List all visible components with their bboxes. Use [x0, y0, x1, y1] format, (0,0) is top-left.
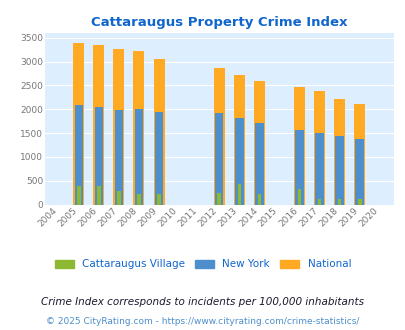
Bar [353, 104, 365, 205]
Bar [313, 91, 324, 205]
Bar [113, 49, 124, 205]
Bar [317, 199, 321, 205]
Bar [237, 183, 241, 205]
Legend: Cattaraugus Village, New York, National: Cattaraugus Village, New York, National [51, 255, 354, 274]
Bar [157, 194, 160, 205]
Title: Cattaraugus Property Crime Index: Cattaraugus Property Crime Index [91, 16, 347, 29]
Bar [337, 199, 341, 205]
Text: Crime Index corresponds to incidents per 100,000 inhabitants: Crime Index corresponds to incidents per… [41, 297, 364, 307]
Bar [77, 185, 80, 205]
Bar [257, 194, 260, 205]
Bar [254, 123, 263, 205]
Bar [94, 107, 103, 205]
Bar [217, 193, 220, 205]
Bar [315, 133, 323, 205]
Bar [114, 110, 123, 205]
Bar [133, 51, 144, 205]
Bar [134, 109, 143, 205]
Bar [213, 68, 224, 205]
Bar [233, 75, 244, 205]
Bar [154, 112, 163, 205]
Bar [93, 46, 104, 205]
Bar [357, 199, 360, 205]
Bar [75, 105, 83, 205]
Bar [293, 87, 304, 205]
Bar [73, 43, 84, 205]
Bar [153, 59, 164, 205]
Bar [335, 136, 343, 205]
Text: © 2025 CityRating.com - https://www.cityrating.com/crime-statistics/: © 2025 CityRating.com - https://www.city… [46, 317, 359, 326]
Bar [333, 100, 344, 205]
Bar [97, 185, 100, 205]
Bar [234, 118, 243, 205]
Bar [117, 190, 120, 205]
Bar [355, 139, 363, 205]
Bar [137, 194, 141, 205]
Bar [294, 130, 303, 205]
Bar [253, 81, 264, 205]
Bar [215, 113, 223, 205]
Bar [297, 189, 301, 205]
